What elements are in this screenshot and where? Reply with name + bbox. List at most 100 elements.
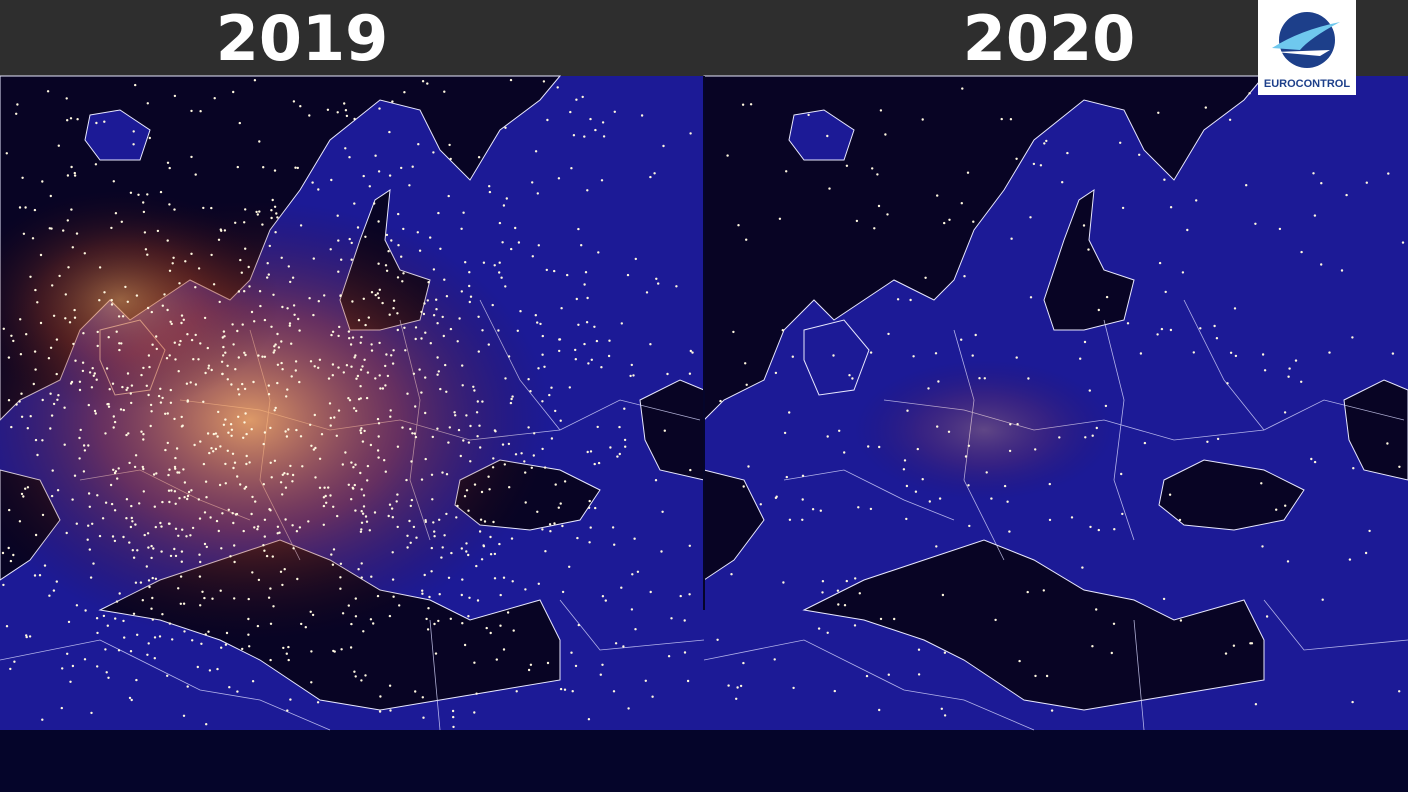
flight (943, 221, 946, 225)
flight (488, 488, 491, 491)
flight (174, 358, 177, 361)
flight (113, 539, 117, 543)
flight (237, 290, 241, 293)
flight (848, 374, 851, 377)
flight (171, 638, 174, 641)
flight (688, 544, 691, 547)
flight (1061, 181, 1064, 184)
flight (536, 321, 539, 324)
flight (332, 548, 336, 551)
flight (352, 466, 355, 469)
flight (270, 325, 273, 328)
flight (314, 476, 317, 479)
flight (309, 610, 312, 613)
flight (893, 617, 896, 621)
flight (107, 676, 110, 679)
flight (88, 505, 92, 508)
flight (602, 135, 606, 138)
flight (263, 431, 267, 434)
flight (344, 451, 347, 454)
flight (1091, 434, 1094, 437)
flight (1008, 449, 1012, 453)
flight (203, 316, 207, 320)
flight (601, 121, 605, 124)
flight (295, 428, 298, 432)
flight (173, 94, 177, 98)
flight (783, 431, 787, 435)
flight (230, 434, 233, 437)
flight (937, 380, 940, 383)
flight (473, 661, 476, 664)
flight (663, 429, 666, 432)
flight (95, 378, 98, 381)
right-title: 2020 (963, 2, 1136, 75)
flight (384, 364, 387, 368)
flight (173, 465, 177, 469)
flight (232, 521, 235, 525)
flight (10, 425, 13, 429)
flight (553, 269, 556, 273)
flight (778, 217, 782, 220)
flight (726, 154, 729, 157)
flight (501, 443, 505, 446)
flight (636, 570, 640, 573)
flight (601, 663, 604, 666)
flight (1278, 227, 1282, 231)
flight (337, 409, 341, 412)
flight (390, 239, 393, 242)
flight (410, 498, 414, 502)
flight (285, 652, 288, 655)
flight (276, 332, 279, 336)
flight (248, 461, 251, 464)
flight (462, 211, 465, 214)
flight (233, 560, 236, 564)
flight (251, 680, 255, 683)
flight (117, 467, 120, 470)
flight (745, 238, 748, 241)
flight (383, 459, 386, 462)
flight (354, 675, 357, 678)
flight (159, 190, 163, 194)
flight (248, 285, 251, 288)
flight (1016, 423, 1019, 426)
flight (294, 360, 298, 363)
flight (271, 198, 274, 202)
flight (1113, 528, 1116, 531)
flight (801, 518, 804, 521)
flight (274, 231, 277, 234)
flight (148, 585, 151, 589)
flight (509, 401, 513, 405)
flight (139, 581, 143, 584)
flight (150, 544, 153, 548)
flight (151, 618, 154, 621)
flight (208, 451, 211, 455)
flight (308, 297, 311, 300)
flight (465, 489, 469, 492)
flight (18, 400, 21, 403)
flight (350, 498, 353, 501)
flight (177, 587, 180, 590)
flight (339, 587, 342, 590)
flight (66, 119, 69, 122)
flight (529, 663, 533, 666)
flight (509, 78, 513, 82)
flight (149, 424, 152, 428)
flight (282, 646, 285, 650)
flight (329, 424, 332, 427)
flight (867, 445, 870, 448)
flight (273, 459, 277, 462)
flight (588, 499, 591, 503)
flight (78, 380, 82, 383)
flight (577, 227, 580, 231)
flight (222, 345, 225, 349)
flight (397, 244, 400, 247)
flight (256, 624, 260, 628)
flight (13, 660, 16, 663)
flight (110, 226, 113, 230)
flight (140, 430, 143, 433)
flight (424, 519, 427, 522)
flight (1310, 457, 1313, 461)
flight (1, 551, 5, 555)
flight (828, 187, 831, 190)
flight (351, 300, 354, 303)
